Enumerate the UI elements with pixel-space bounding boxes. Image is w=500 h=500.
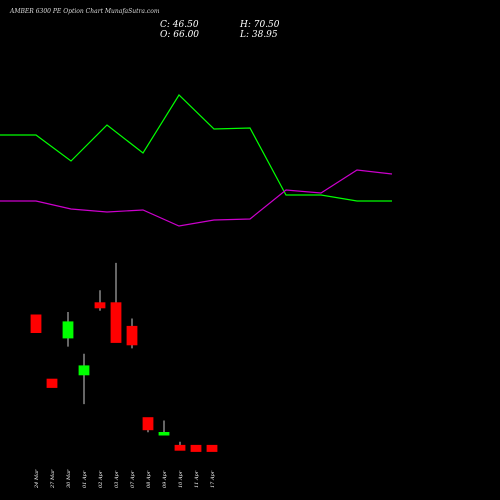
candle-body xyxy=(190,444,202,452)
x-tick-label: 08 Apr xyxy=(146,470,152,488)
candle-body xyxy=(94,302,106,309)
candle-body xyxy=(78,365,90,376)
chart-title: AMBER 6300 PE Option Chart MunafaSutra.c… xyxy=(10,8,160,15)
x-tick-label: 11 Apr xyxy=(194,470,200,488)
candle xyxy=(30,314,42,333)
indicator-lines xyxy=(0,94,393,227)
candle xyxy=(46,378,58,388)
candle xyxy=(142,417,154,433)
x-tick-label: 24 Mar xyxy=(34,469,40,489)
candle-body xyxy=(142,417,154,431)
close-value: C: 46.50 xyxy=(160,20,199,30)
candle xyxy=(174,441,186,451)
x-axis-ticks: 24 Mar 27 Mar 30 Mar 01 Apr 02 Apr 03 Apr 07 A… xyxy=(34,469,216,489)
candle-body xyxy=(206,444,218,452)
candle-body xyxy=(62,321,74,339)
candle-body xyxy=(174,444,186,451)
x-tick-label: 27 Mar xyxy=(50,469,56,489)
x-tick-label: 10 Apr xyxy=(178,470,184,488)
candles xyxy=(30,262,218,452)
candle xyxy=(190,444,202,452)
x-tick-label: 03 Apr xyxy=(114,470,120,488)
high-value: H: 70.50 xyxy=(240,20,280,30)
low-value: L: 38.95 xyxy=(240,30,278,40)
candle xyxy=(158,420,170,436)
open-value: O: 66.00 xyxy=(160,30,200,40)
candle-body xyxy=(126,325,138,346)
indicator-line-1 xyxy=(0,94,392,202)
indicator-line-2 xyxy=(0,169,393,227)
candle-body xyxy=(110,302,122,343)
x-tick-label: 17 Apr xyxy=(210,470,216,488)
x-tick-label: 30 Mar xyxy=(66,469,72,488)
candle xyxy=(206,444,218,452)
candle-body xyxy=(30,314,42,333)
x-tick-label: 09 Apr xyxy=(162,470,168,488)
x-tick-label: 02 Apr xyxy=(98,470,104,488)
candle xyxy=(110,262,122,343)
x-tick-label: 07 Apr xyxy=(130,470,136,488)
candle xyxy=(78,353,90,405)
candle xyxy=(62,312,74,347)
candle-body xyxy=(46,378,58,388)
candle xyxy=(126,318,138,349)
candle-body xyxy=(158,431,170,436)
candle xyxy=(94,290,106,311)
x-tick-label: 01 Apr xyxy=(82,470,88,488)
